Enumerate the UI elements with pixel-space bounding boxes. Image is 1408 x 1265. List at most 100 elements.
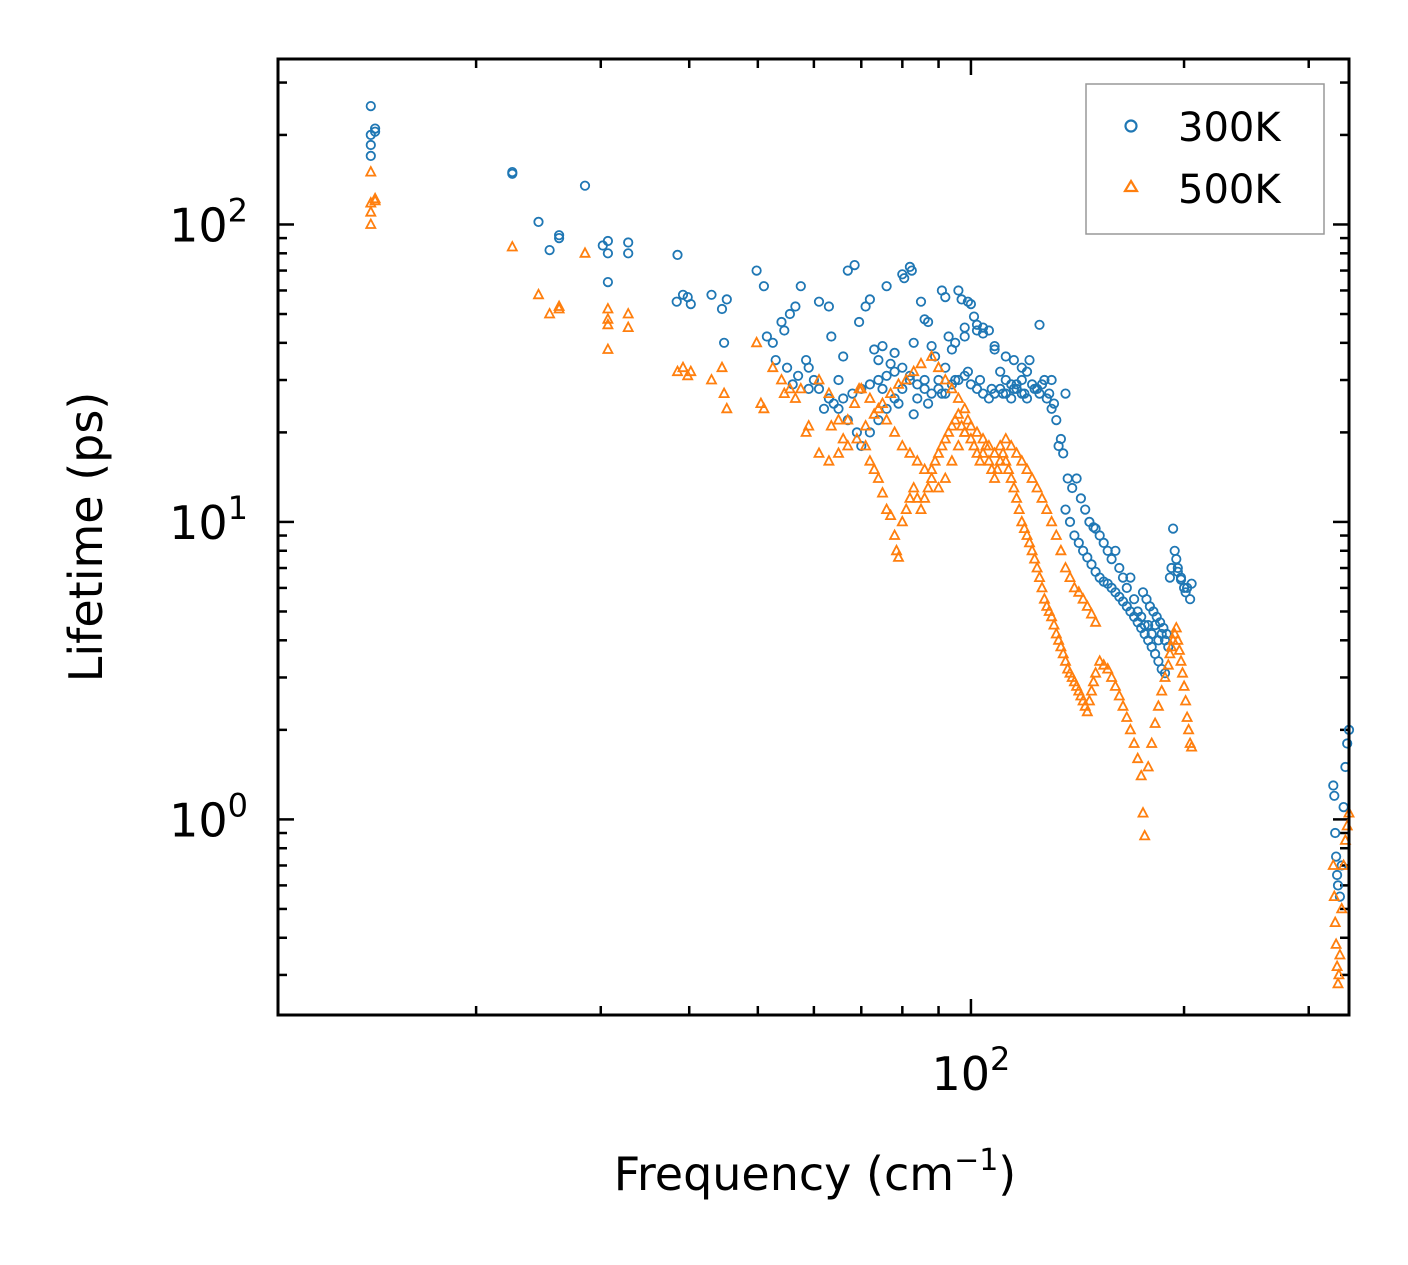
data-point-300k [1036, 379, 1048, 390]
data-point-300k [959, 322, 970, 333]
data-point-500k [543, 307, 556, 319]
data-point-500k [506, 240, 519, 252]
data-point-500k [850, 432, 863, 444]
data-point-300k [770, 354, 781, 366]
legend-marker-300k [1124, 119, 1138, 133]
data-point-500k [964, 432, 977, 444]
data-point-500k [822, 454, 835, 466]
data-point-500k [1059, 654, 1072, 666]
data-point-500k [1026, 543, 1039, 556]
data-point-500k [932, 360, 945, 373]
data-point-500k [1165, 639, 1178, 652]
data-point-300k [889, 366, 900, 377]
plot-frame [276, 57, 1351, 1017]
data-point-500k [800, 425, 813, 437]
data-point-500k [1050, 627, 1063, 639]
data-point-500k [994, 439, 1007, 451]
data-point-300k [1071, 473, 1082, 484]
data-point-500k [997, 446, 1009, 458]
data-point-500k [1093, 654, 1106, 666]
x-tick-label: 102 [931, 1040, 1010, 1101]
data-point-500k [876, 486, 889, 498]
data-point-500k [958, 401, 971, 414]
data-point-500k [855, 381, 868, 394]
data-point-300k [365, 139, 376, 151]
data-point-300k [968, 311, 980, 322]
data-point-500k [1109, 679, 1122, 691]
data-point-500k [1089, 615, 1102, 627]
data-point-500k [1089, 666, 1102, 678]
data-point-500k [825, 419, 838, 431]
data-point-500k [553, 302, 566, 314]
data-point-300k [1106, 553, 1117, 565]
data-point-500k [1005, 439, 1018, 451]
data-point-300k [953, 285, 964, 296]
series-500k [364, 165, 1355, 989]
data-point-300k [1169, 545, 1180, 556]
data-point-500k [915, 502, 927, 514]
data-point-300k [940, 291, 951, 303]
data-point-300k [716, 303, 728, 315]
data-point-300k [553, 230, 565, 241]
data-point-300k [813, 296, 825, 307]
y-tick-label: 102 [169, 191, 248, 252]
data-point-500k [942, 425, 955, 437]
data-point-500k [999, 454, 1012, 466]
data-point-300k [1328, 780, 1339, 791]
data-point-300k [926, 388, 937, 399]
data-point-300k [897, 362, 908, 373]
data-point-500k [1179, 694, 1192, 706]
data-point-300k [795, 281, 806, 292]
data-point-500k [841, 439, 854, 451]
data-point-500k [813, 446, 825, 458]
data-point-500k [1010, 491, 1023, 503]
data-point-300k [1024, 354, 1035, 366]
data-point-500k [1054, 543, 1067, 556]
data-point-500k [1038, 592, 1051, 604]
data-point-300k [761, 331, 773, 342]
data-point-500k [1064, 570, 1076, 582]
data-point-500k [900, 373, 913, 385]
data-point-500k [991, 462, 1004, 475]
data-point-300k [803, 383, 814, 394]
data-point-500k [952, 407, 965, 419]
data-point-500k [720, 401, 733, 414]
data-point-300k [989, 340, 1000, 352]
data-point-300k [623, 248, 634, 259]
data-point-300k [602, 248, 614, 259]
data-point-500k [1170, 621, 1183, 633]
data-point-500k [888, 528, 901, 540]
data-point-300k [758, 281, 770, 292]
data-point-500k [369, 193, 382, 206]
data-point-300k [1121, 582, 1132, 594]
data-point-500k [1097, 658, 1110, 670]
data-point-500k [925, 471, 938, 483]
data-point-300k [685, 298, 696, 310]
y-tick-label: 101 [169, 489, 248, 550]
data-point-500k [1036, 580, 1048, 593]
data-point-500k [1081, 599, 1094, 611]
data-point-300k [959, 370, 970, 381]
legend: 300K 500K [1085, 83, 1325, 235]
data-point-500k [622, 307, 635, 319]
data-point-300k [1060, 504, 1071, 515]
data-point-300k [1021, 393, 1033, 404]
data-point-500k [1113, 689, 1126, 701]
data-point-300k [826, 331, 837, 342]
data-point-500k [982, 454, 995, 466]
data-point-500k [622, 320, 635, 333]
data-point-300k [983, 393, 995, 404]
data-point-300k [1086, 559, 1097, 570]
data-point-300k [1330, 827, 1341, 839]
data-point-500k [1181, 710, 1194, 722]
data-point-500k [1059, 561, 1072, 573]
legend-label-500k: 500K [1178, 167, 1282, 213]
data-point-300k [803, 362, 814, 373]
data-point-500k [952, 439, 965, 451]
data-point-300k [926, 340, 937, 352]
data-point-500k [1152, 699, 1165, 711]
data-point-300k [1180, 587, 1191, 598]
data-point-500k [766, 360, 779, 373]
data-point-300k [1342, 738, 1353, 749]
data-point-500k [911, 454, 924, 466]
